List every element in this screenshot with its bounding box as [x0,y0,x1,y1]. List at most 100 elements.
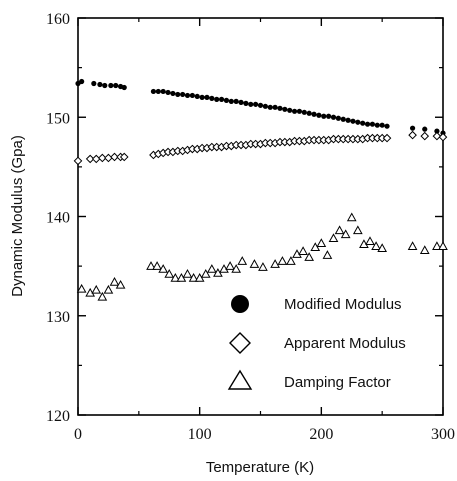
modified-modulus-point [97,81,103,88]
apparent-modulus-point [85,154,95,164]
modified-modulus-point [218,96,225,102]
damping-factor-point [158,264,169,273]
modified-modulus-point [306,110,312,116]
damping-factor-point [103,284,114,294]
apparent-modulus-point [73,156,83,166]
modified-modulus-point [223,97,230,103]
modified-modulus-point [257,102,264,108]
apparent-modulus-point [432,131,442,141]
modified-modulus-point [282,106,288,112]
damping-factor-point [334,225,345,235]
modified-modulus-point [326,113,332,119]
modified-modulus-point [199,94,205,100]
x-axis-ticks: 0 100 200 300 [74,18,455,443]
legend-label-damping-factor: Damping Factor [284,374,391,391]
damping-factor-point [97,291,108,301]
damping-factor-point [365,236,375,246]
modified-modulus-point [350,118,356,124]
modified-modulus-point [209,95,215,101]
modified-modulus-point [228,98,234,104]
x-tick-label: 100 [188,426,212,443]
apparent-modulus-point [91,154,101,164]
apparent-modulus-point [98,153,107,163]
damping-factor-point [270,259,280,268]
damping-factor-point [322,250,333,259]
modified-modulus-point [291,108,298,114]
y-tick-label: 120 [46,408,70,425]
apparent-modulus-point [110,152,119,162]
apparent-modulus-point [119,152,129,162]
modified-modulus-point [330,114,337,120]
modified-modulus-point [267,104,273,110]
apparent-modulus-point [420,131,430,141]
modified-modulus-point [214,96,220,102]
modified-modulus-point [335,115,341,121]
damping-factor-point [76,283,87,293]
data-markers [73,78,448,301]
modified-modulus-point [194,93,200,100]
modified-modulus-point [170,90,176,97]
modified-modulus-point [238,99,244,105]
damping-factor-point [377,243,388,252]
legend: Modified Modulus Apparent Modulus Dampin… [227,295,406,391]
modified-modulus-point [155,88,161,95]
modified-modulus-point [108,82,114,89]
modified-modulus-point [253,101,259,107]
modified-modulus-point [175,91,181,98]
modified-modulus-point [91,80,97,87]
damping-factor-point [304,252,315,261]
damping-factor-point [346,212,357,222]
modified-modulus-point [160,88,166,95]
modified-modulus-point [121,84,127,91]
damping-factor-point [438,241,448,250]
modified-modulus-point [321,113,327,119]
damping-factor-point [298,246,308,255]
damping-factor-point [206,264,217,273]
modified-modulus-point [243,100,249,106]
modified-modulus-point [262,103,268,109]
apparent-modulus-point [408,130,417,140]
modified-modulus-point [364,121,371,127]
damping-factor-point [188,273,199,282]
modified-modulus-point [369,121,376,127]
modified-modulus-point [287,107,293,113]
x-tick-label: 0 [74,426,82,443]
modified-modulus-point [374,122,380,128]
damping-factor-point [225,261,235,270]
damping-factor-point [200,269,211,278]
legend-label-apparent-modulus: Apparent Modulus [284,335,406,352]
plot-frame [77,17,444,416]
modified-modulus-point [150,88,157,95]
damping-factor-point [170,273,181,282]
y-tick-label: 160 [46,11,70,28]
modified-modulus-point [204,94,210,100]
damping-factor-point [371,241,381,250]
damping-factor-point [407,241,418,250]
damping-factor-point [231,264,242,273]
modified-modulus-point [113,82,119,89]
legend-item-damping-factor: Damping Factor [227,369,391,391]
legend-marker-open-diamond [229,332,251,354]
modified-modulus-point [248,101,254,107]
damping-factor-point [352,225,363,235]
modified-modulus-point [301,109,307,115]
damping-factor-point [432,241,442,250]
modified-modulus-point [272,104,278,110]
y-axis-ticks: 120 130 140 150 160 [46,11,443,425]
damping-factor-point [419,245,430,254]
modified-modulus-point [296,108,303,114]
damping-factor-point [152,261,162,270]
apparent-modulus-point [438,132,448,142]
modified-modulus-point [422,126,428,132]
modified-modulus-point [102,82,108,89]
modified-modulus-point [434,128,440,134]
modified-modulus-point [233,98,239,104]
plot-area [77,17,444,416]
modified-modulus-point [165,89,171,96]
modified-modulus-point [379,122,385,128]
modified-modulus-point [409,125,416,131]
y-tick-label: 130 [46,309,70,326]
y-tick-label: 140 [46,210,70,227]
damping-factor-point [258,262,268,271]
